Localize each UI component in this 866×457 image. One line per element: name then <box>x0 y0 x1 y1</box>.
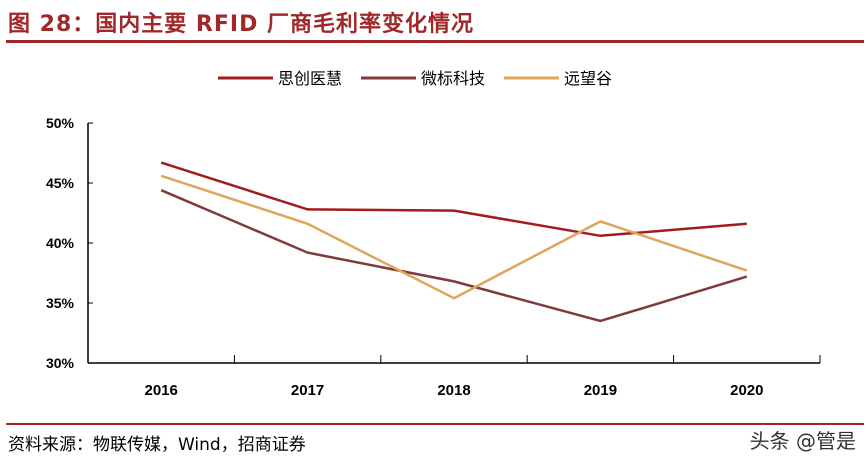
x-tick-label: 2018 <box>437 382 470 399</box>
x-tick-label: 2016 <box>145 382 178 399</box>
legend-label: 远望谷 <box>564 69 612 88</box>
y-tick-label: 40% <box>46 235 75 251</box>
y-tick-label: 50% <box>46 115 75 131</box>
footer-rule <box>6 423 864 425</box>
series-line-2 <box>160 174 748 300</box>
legend-label: 微标科技 <box>421 69 485 88</box>
x-tick-label: 2017 <box>291 382 324 399</box>
figure-title: 图 28：国内主要 RFID 厂商毛利率变化情况 <box>8 12 475 37</box>
y-tick-label: 45% <box>46 175 75 191</box>
source-note: 资料来源：物联传媒，Wind，招商证券 <box>8 435 306 455</box>
x-tick-label: 2019 <box>584 382 617 399</box>
x-tick-label: 2020 <box>730 382 763 399</box>
series-line-0 <box>160 161 747 238</box>
y-tick-label: 30% <box>46 355 75 371</box>
legend-label: 思创医慧 <box>278 69 342 88</box>
watermark: 头条 @管是 <box>749 429 856 453</box>
title-rule <box>6 40 864 43</box>
y-tick-label: 35% <box>46 295 75 311</box>
